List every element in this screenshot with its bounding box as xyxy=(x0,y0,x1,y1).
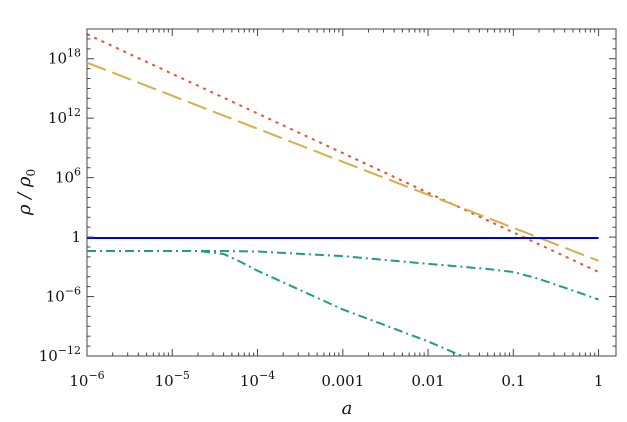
x-tick-label: 0.01 xyxy=(411,372,444,390)
x-tick-label: 1 xyxy=(594,372,604,390)
x-axis-label: a xyxy=(342,398,353,419)
y-tick-label: 1012 xyxy=(48,106,81,127)
x-tick-label: 10−5 xyxy=(155,369,190,390)
y-tick-label: 10−6 xyxy=(46,285,81,306)
y-tick-label: 106 xyxy=(55,166,81,187)
x-tick-label: 0.001 xyxy=(321,372,364,390)
series-line-1 xyxy=(87,33,600,273)
x-tick-label: 0.1 xyxy=(501,372,525,390)
y-tick-label: 10−12 xyxy=(39,344,81,365)
series-line-4 xyxy=(87,249,599,301)
y-tick-label: 1 xyxy=(71,228,81,246)
y-axis-label: ρ / ρ0 xyxy=(14,169,38,216)
x-tick-label: 10−6 xyxy=(69,369,104,390)
y-tick-label: 1018 xyxy=(48,47,81,68)
ticks-layer: 10−6 10−5 10−4 0.001 0.01 0.1 1 10−12 10−6 1 106 10… xyxy=(39,28,616,390)
plot-frame xyxy=(86,28,617,357)
x-tick-label: 10−4 xyxy=(240,369,275,390)
series-line-5 xyxy=(87,249,463,356)
series-layer xyxy=(87,33,600,356)
series-line-2 xyxy=(87,61,599,262)
